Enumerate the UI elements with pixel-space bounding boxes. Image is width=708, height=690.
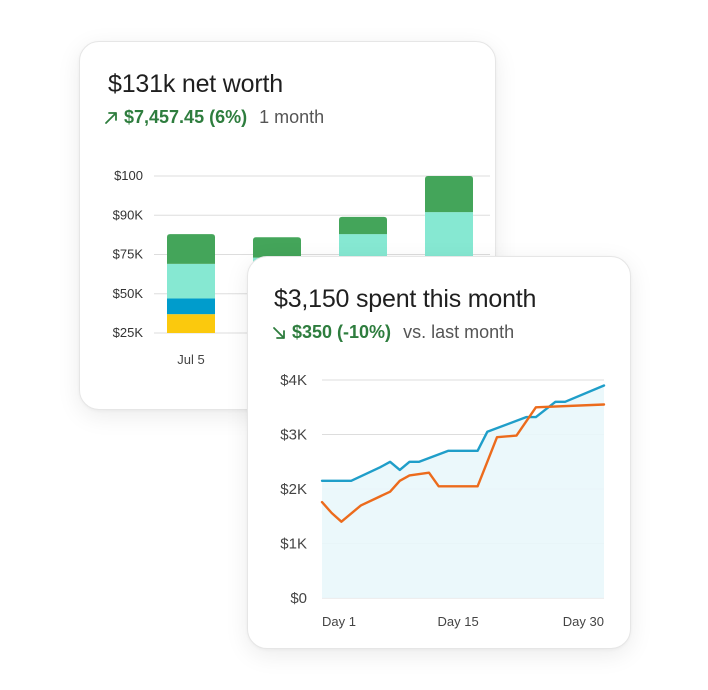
bar-segment (253, 237, 301, 258)
net-worth-change-amount: $7,457.45 (6%) (124, 107, 248, 127)
bar-segment (167, 263, 215, 299)
bar-segment (167, 234, 215, 264)
line-chart-y-tick: $0 (290, 590, 307, 607)
bar-chart-y-tick: $75K (113, 247, 144, 262)
line-chart-y-tick: $4K (280, 372, 307, 389)
bar-chart-x-tick: Jul 5 (177, 352, 204, 367)
line-chart-x-tick: Day 15 (438, 614, 479, 629)
bar-segment (167, 314, 215, 333)
line-series-previous (320, 403, 606, 523)
bar-chart-y-tick: $100 (114, 168, 143, 183)
spending-card: $3,150 spent this month $350 (-10%) vs. … (247, 256, 631, 649)
net-worth-title: $131k net worth (108, 70, 283, 98)
bar-segment (425, 176, 473, 213)
bar-segment (339, 216, 387, 235)
arrow-down-right-icon (272, 326, 286, 340)
line-chart-y-tick: $2K (280, 481, 307, 498)
net-worth-change-period: 1 month (259, 107, 325, 127)
net-worth-change: $7,457.45 (6%) 1 month (104, 107, 324, 128)
line-chart-y-tick: $1K (280, 536, 307, 553)
spending-line-chart: $0 $1K $2K $3K $4K Day 1 Day 15 Day 30 (280, 372, 606, 629)
line-chart-x-tick: Day 1 (322, 614, 356, 629)
spending-change: $350 (-10%) vs. last month (272, 322, 514, 343)
line-series-current (320, 384, 606, 483)
line-chart-y-tick: $3K (280, 427, 307, 444)
spending-change-amount: $350 (-10%) (292, 322, 392, 342)
line-chart-x-tick: Day 30 (563, 614, 604, 629)
line-series-area (322, 385, 604, 598)
bar-chart-y-tick: $50K (113, 286, 144, 301)
bar-chart-y-tick: $25K (113, 325, 144, 340)
bar-chart-y-tick: $90K (113, 207, 144, 222)
spending-change-period: vs. last month (403, 322, 515, 342)
bar-segment (167, 298, 215, 315)
arrow-up-right-icon (104, 111, 118, 125)
spending-title: $3,150 spent this month (274, 285, 537, 313)
